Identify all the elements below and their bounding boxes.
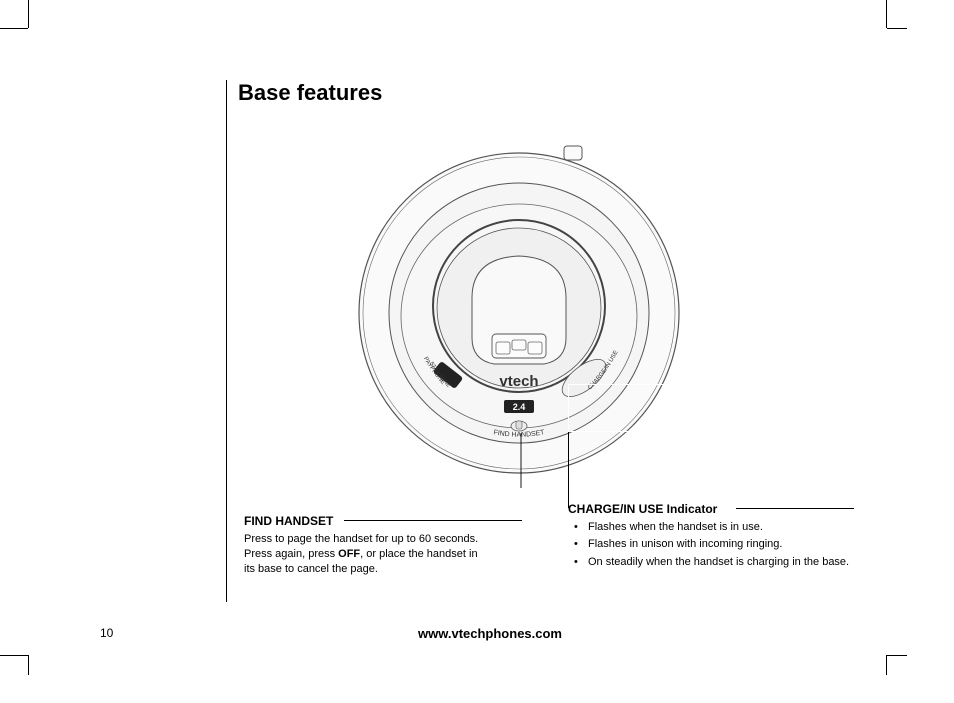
callout-title: CHARGE/IN USE Indicator: [568, 502, 868, 516]
freq-label: 2.4: [513, 402, 526, 412]
bullet-item: Flashes when the handset is in use.: [568, 520, 868, 535]
text-bold: OFF: [338, 548, 360, 560]
crop-mark: [886, 0, 887, 28]
manual-page: Base features vtech 2.4: [100, 80, 880, 640]
crop-mark: [887, 655, 907, 656]
bullet-item: Flashes in unison with incoming ringing.: [568, 537, 868, 552]
callout-bullets: Flashes when the handset is in use. Flas…: [568, 520, 868, 570]
bullet-item: On steadily when the handset is charging…: [568, 555, 868, 570]
callout-frame: [568, 384, 868, 432]
page-title: Base features: [238, 80, 382, 106]
crop-mark: [28, 655, 29, 675]
callout-charge-indicator: CHARGE/IN USE Indicator Flashes when the…: [568, 502, 868, 572]
crop-mark: [887, 28, 907, 29]
crop-mark: [886, 655, 887, 675]
left-rule: [226, 80, 227, 602]
callout-find-handset: FIND HANDSET Press to page the handset f…: [244, 514, 488, 577]
crop-mark: [0, 655, 28, 656]
brand-label: vtech: [499, 373, 538, 390]
callout-title: FIND HANDSET: [244, 514, 488, 528]
leader-line: [568, 430, 569, 508]
base-unit-illustration: vtech 2.4 FIND HANDSET CHARGE/IN USE PAY…: [344, 138, 694, 488]
crop-mark: [0, 28, 28, 29]
footer-url: www.vtechphones.com: [100, 626, 880, 641]
callout-body: Press to page the handset for up to 60 s…: [244, 532, 488, 577]
crop-mark: [28, 0, 29, 28]
